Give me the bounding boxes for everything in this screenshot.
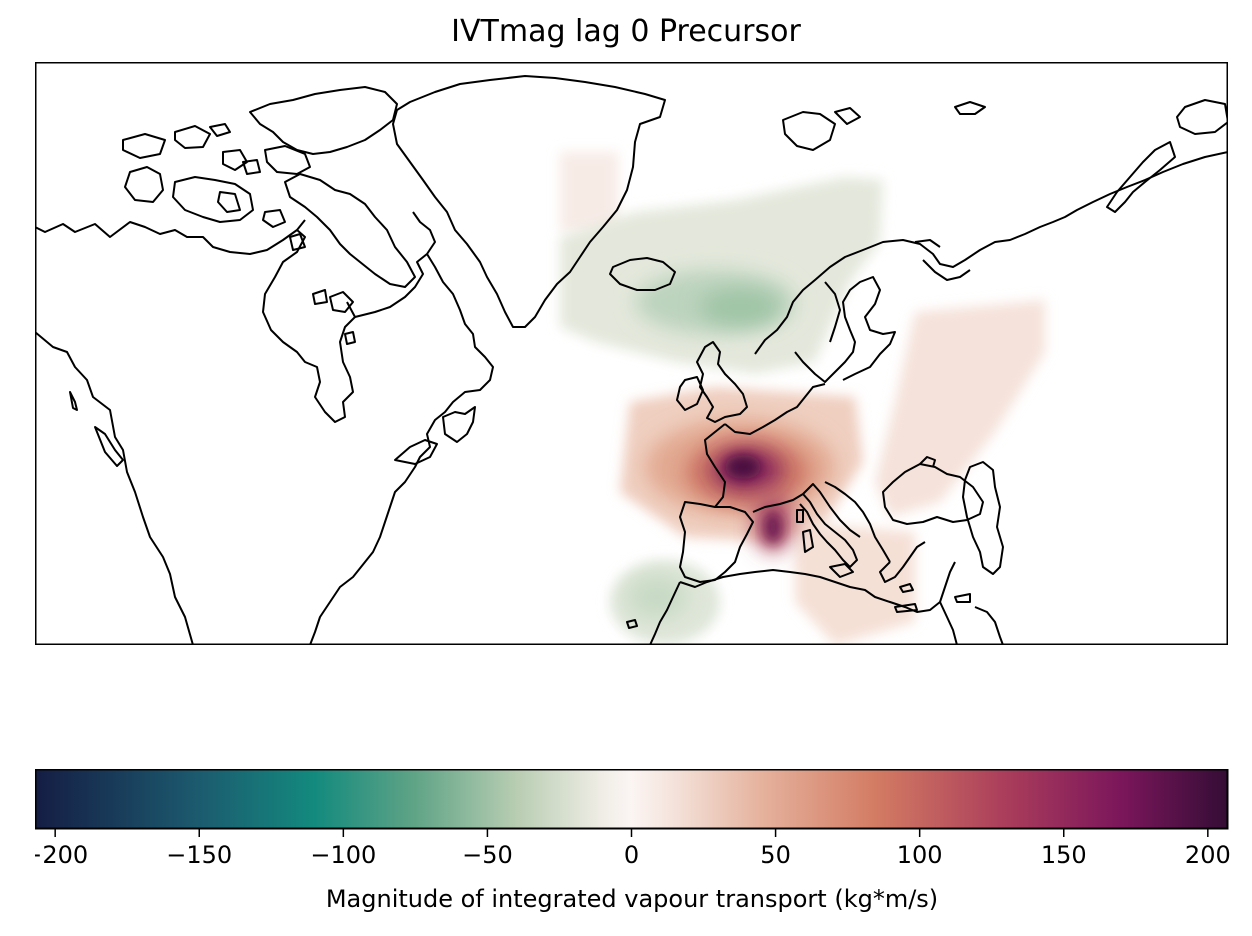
coastline-north-america-west (35, 219, 306, 255)
coastline-france-west (704, 423, 726, 508)
coastline-ireland (676, 376, 704, 411)
coastline-melville (122, 133, 166, 159)
coastline-canary (626, 619, 638, 629)
coastline-king-william (262, 209, 286, 228)
anomaly-greenland-sea (560, 152, 618, 232)
coastline-red-sea (939, 601, 958, 645)
colorbar-tick-label: 0 (624, 841, 639, 869)
coastline-france-north (724, 383, 826, 435)
colorbar-tick-label: 150 (1041, 841, 1087, 869)
colorbar-tick-label: −50 (462, 841, 513, 869)
coastline-persian-gulf (974, 606, 1004, 645)
coastline-italy-east (802, 483, 861, 538)
colorbar-tick-label: 200 (1185, 841, 1231, 869)
coastline-svalbard (782, 111, 836, 151)
coastline-labrador (354, 211, 436, 318)
coastline-baffin-island (284, 173, 416, 288)
coastline-italy (799, 493, 858, 568)
coastline-baltic (794, 276, 896, 383)
coastline-novaya-zemlya-south (1106, 141, 1176, 213)
coastline-gulf-of-bothnia (824, 281, 841, 343)
coastline-crimea (919, 456, 936, 468)
colorbar-tick-label: 50 (760, 841, 791, 869)
coastline-caspian (962, 461, 1004, 575)
map-plot (35, 62, 1228, 645)
colorbar: −200 −150 −100 −50 0 50 100 150 200 (35, 769, 1231, 869)
coastline-ellesmere (249, 86, 398, 155)
coastline-greece (879, 541, 926, 583)
coastline-devon-island (264, 145, 311, 175)
anomaly-subtropical-atlantic (610, 560, 720, 644)
coastline-prince-of-wales (217, 191, 241, 213)
coastline-somerset (222, 149, 248, 171)
anomaly-eastern-europe (875, 300, 1045, 517)
coastline-franz-josef (954, 101, 986, 115)
map-title: IVTmag lag 0 Precursor (451, 14, 801, 49)
colorbar-ticks: −200 −150 −100 −50 0 50 100 150 200 (35, 829, 1231, 869)
anomaly-western-europe (620, 387, 863, 552)
colorbar-tick-label: −100 (310, 841, 376, 869)
coastlines (35, 75, 1228, 645)
coastline-corsica (796, 509, 804, 523)
coastline-newfoundland (442, 406, 476, 443)
coastline-novaya-zemlya (1176, 99, 1228, 135)
coastline-kola (914, 239, 941, 248)
map-frame (35, 62, 1228, 645)
coastline-small-island-1 (209, 123, 231, 137)
coastline-scandinavia (754, 151, 1228, 355)
colorbar-tick-label: 100 (897, 841, 943, 869)
colorbar-tick-label: −150 (166, 841, 232, 869)
coastline-nordaustlandet (834, 107, 861, 125)
coastline-labrador-to-gulf (309, 253, 494, 645)
coastline-north-africa (679, 569, 941, 613)
colorbar-label: Magnitude of integrated vapour transport… (325, 885, 939, 913)
coastline-bathurst (174, 125, 211, 149)
coastline-southampton (329, 291, 354, 313)
coastline-akimiski (312, 289, 328, 305)
coastline-nova-scotia (394, 439, 438, 465)
coastline-aegean-islands (899, 583, 914, 593)
coastline-haida-gwaii (69, 391, 78, 411)
coastline-sicily (829, 563, 854, 578)
colorbar-gradient (35, 769, 1228, 829)
coastline-belcher (344, 331, 356, 345)
coastline-crete (894, 603, 918, 613)
colorbar-frame (35, 769, 1229, 830)
coastline-adriatic (824, 481, 891, 563)
coastline-cyprus (954, 593, 971, 603)
coastline-alaska-pacific (35, 331, 194, 645)
anomaly-norwegian-sea (560, 177, 883, 374)
coastline-gulf-of-lion (752, 493, 804, 513)
coastline-small-island-2 (242, 159, 261, 175)
coastline-black-sea (882, 463, 984, 525)
colorbar-tick-label: −200 (35, 841, 88, 869)
coastline-victoria-island (172, 176, 254, 223)
coastline-white-sea (922, 259, 971, 281)
coastline-boothia (289, 233, 306, 251)
coastline-iceland (609, 257, 676, 291)
coastline-west-africa (649, 581, 681, 645)
coastline-sardinia (802, 529, 814, 553)
coastline-hudson-bay (262, 229, 356, 423)
coastline-vancouver-island (94, 426, 124, 467)
coastline-banks-island (124, 166, 164, 203)
coastline-levant (939, 561, 956, 603)
coastline-greenland (392, 75, 666, 328)
